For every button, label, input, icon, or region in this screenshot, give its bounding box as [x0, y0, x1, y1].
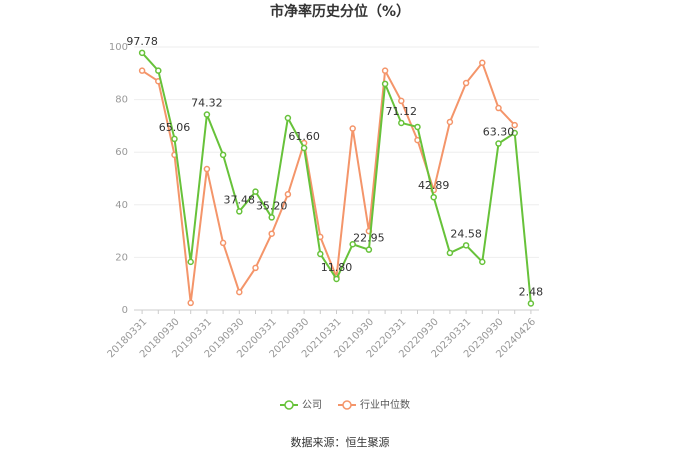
point [495, 104, 502, 112]
point [219, 151, 227, 159]
point [414, 123, 421, 131]
point [236, 208, 243, 215]
point [349, 125, 356, 132]
source: 数据来源：恒生聚源 [291, 435, 390, 449]
data-label: 22.95 [353, 232, 385, 245]
data-label: 97.78 [126, 35, 158, 48]
point [155, 67, 162, 74]
data-label: 24.58 [450, 227, 482, 240]
point [381, 80, 389, 88]
point [527, 300, 535, 307]
legend-label: 行业中位数 [360, 398, 410, 411]
y-tick-label: 60 [115, 147, 128, 158]
point [479, 258, 486, 266]
data-label: 42.89 [418, 179, 450, 192]
data-label: 74.32 [191, 97, 223, 110]
point [268, 214, 275, 221]
point [333, 275, 340, 283]
point [398, 97, 405, 105]
point [252, 264, 259, 272]
point [446, 118, 454, 126]
point [171, 135, 178, 143]
y-tick-label: 80 [115, 95, 128, 106]
point [187, 299, 194, 307]
point [511, 121, 518, 129]
point [349, 241, 356, 248]
line [141, 60, 516, 304]
point [252, 188, 259, 195]
data-label: 71.12 [386, 105, 418, 118]
point [284, 114, 292, 122]
legend-marker [284, 400, 294, 410]
point [365, 246, 373, 253]
data-label: 11.80 [321, 261, 353, 274]
point [398, 119, 405, 127]
y-tick-label: 0 [122, 305, 128, 316]
point [462, 79, 470, 87]
point [138, 49, 146, 57]
data-label: 63.30 [483, 126, 515, 139]
legend-marker [342, 400, 352, 410]
data-label: 65.06 [159, 121, 191, 134]
point [203, 165, 211, 173]
point [511, 129, 518, 137]
data-label: 37.48 [224, 193, 256, 206]
point [187, 258, 194, 266]
point [300, 144, 308, 152]
data-label: 2.48 [519, 285, 544, 298]
point [446, 249, 454, 257]
chart-title: 市净率历史分位（%） [270, 3, 410, 20]
point [138, 67, 146, 74]
legend-label: 公司 [302, 400, 322, 411]
y-tick-label: 20 [115, 252, 128, 263]
point [381, 67, 389, 74]
point [430, 193, 437, 201]
point [284, 191, 292, 198]
point [462, 242, 470, 249]
point [479, 59, 486, 67]
point [495, 140, 502, 147]
point [268, 230, 275, 237]
data-label: 35.20 [256, 199, 288, 212]
point [219, 239, 227, 247]
point [236, 288, 243, 296]
point [203, 111, 211, 118]
y-tick-label: 100 [109, 42, 128, 53]
point [317, 250, 324, 258]
data-label: 61.60 [288, 130, 320, 143]
y-tick-label: 40 [115, 200, 128, 211]
